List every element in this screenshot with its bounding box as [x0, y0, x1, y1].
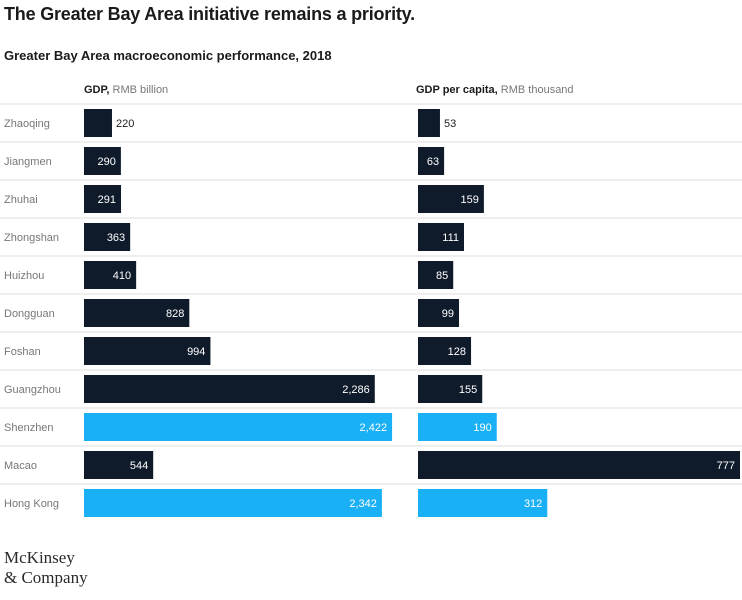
category-label: Shenzhen: [4, 422, 54, 434]
mckinsey-logo: McKinsey & Company: [4, 548, 88, 588]
category-label: Huizhou: [4, 270, 44, 282]
bar: [418, 375, 483, 403]
category-label: Zhaoqing: [4, 118, 50, 130]
bar: [84, 185, 122, 213]
value-label: 220: [116, 118, 134, 130]
bar: [84, 147, 121, 175]
bar: [418, 299, 460, 327]
value-label: 63: [427, 156, 439, 168]
bar: [418, 109, 440, 137]
chart-subtitle: Greater Bay Area macroeconomic performan…: [4, 48, 332, 63]
bar: [418, 185, 484, 213]
value-label: 410: [113, 270, 131, 282]
category-label: Macao: [4, 460, 37, 472]
value-label: 994: [187, 346, 205, 358]
bar: [418, 413, 497, 441]
gdp-header: GDP, RMB billion: [84, 84, 168, 96]
category-label: Hong Kong: [4, 498, 59, 510]
value-label: 290: [98, 156, 116, 168]
value-label: 2,286: [342, 384, 370, 396]
bar: [418, 261, 454, 289]
gdp-per-capita-header-unit: RMB thousand: [500, 84, 574, 96]
category-label: Zhuhai: [4, 194, 38, 206]
value-label: 2,422: [360, 422, 388, 434]
bar: [84, 223, 131, 251]
bar: [84, 375, 375, 403]
bar: [418, 223, 464, 251]
value-label: 828: [166, 308, 184, 320]
gdp-header-unit: RMB billion: [112, 84, 169, 96]
bar: [418, 147, 445, 175]
value-label: 111: [442, 232, 459, 244]
value-label: 2,342: [349, 498, 377, 510]
gdp-header-label: GDP,: [84, 84, 110, 96]
bar: [84, 261, 137, 289]
bar: [418, 489, 548, 517]
headline: The Greater Bay Area initiative remains …: [4, 4, 415, 24]
bar: [84, 337, 211, 365]
value-label: 99: [442, 308, 454, 320]
bar: [84, 451, 154, 479]
value-label: 128: [448, 346, 466, 358]
bar: [418, 337, 472, 365]
value-label: 159: [461, 194, 479, 206]
value-label: 544: [130, 460, 148, 472]
value-label: 363: [107, 232, 125, 244]
category-label: Foshan: [4, 346, 41, 358]
category-label: Guangzhou: [4, 384, 61, 396]
bar: [418, 451, 740, 479]
bar: [84, 489, 382, 517]
category-label: Jiangmen: [4, 156, 52, 168]
value-label: 777: [717, 460, 735, 472]
value-label: 190: [473, 422, 491, 434]
value-label: 155: [459, 384, 477, 396]
logo-line-1: McKinsey: [4, 548, 75, 567]
value-label: 85: [436, 270, 448, 282]
bar-chart: Zhaoqing Jiangmen Zhuhai Zhongshan Huizhou Do…: [0, 103, 742, 517]
category-label: Zhongshan: [4, 232, 59, 244]
category-label: Dongguan: [4, 308, 55, 320]
bar: [84, 109, 112, 137]
gdp-per-capita-header: GDP per capita, RMB thousand: [416, 84, 574, 96]
value-label: 312: [524, 498, 542, 510]
logo-line-2: & Company: [4, 568, 88, 587]
value-label: 291: [98, 194, 116, 206]
bar: [84, 299, 190, 327]
value-label: 53: [444, 118, 456, 130]
bar: [84, 413, 393, 441]
gdp-per-capita-header-label: GDP per capita,: [416, 84, 498, 96]
